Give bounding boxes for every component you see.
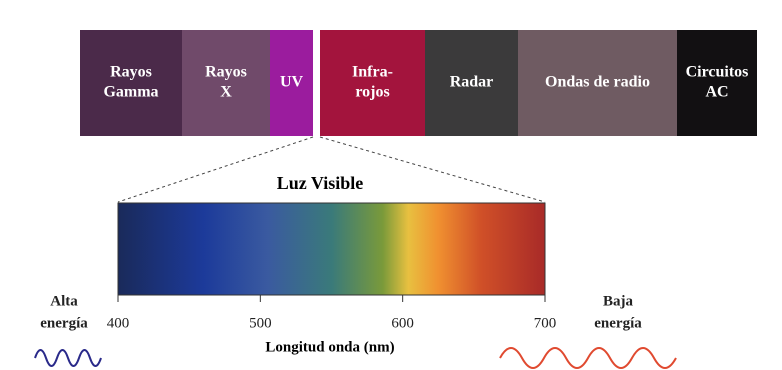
band-label: Gamma	[103, 84, 158, 101]
band-label: AC	[705, 84, 728, 101]
band-label: Rayos	[110, 64, 152, 81]
axis-label: Longitud onda (nm)	[265, 339, 394, 355]
long-wave	[500, 348, 676, 368]
energy-label: Baja	[603, 293, 634, 309]
band-label: Circuitos	[686, 64, 749, 81]
tick-label: 400	[107, 315, 130, 331]
tick-label: 500	[249, 315, 272, 331]
band-label: UV	[280, 74, 304, 91]
band-label: Rayos	[205, 64, 247, 81]
energy-label: Alta	[50, 293, 78, 309]
tick-label: 600	[391, 315, 414, 331]
band-label: X	[220, 84, 232, 101]
band-label: rojos	[355, 84, 389, 101]
spectrum-diagram: Luz Visible Longitud onda (nm) Rayos Gamm…	[0, 0, 782, 370]
band-label: Radar	[450, 74, 494, 91]
band-label: Infra-	[352, 64, 393, 81]
visible-spectrum	[118, 203, 545, 295]
energy-label: energía	[594, 315, 642, 331]
tick-label: 700	[534, 315, 557, 331]
band-label: Ondas de radio	[545, 74, 650, 91]
visible-title: Luz Visible	[277, 173, 364, 193]
energy-label: energía	[40, 315, 88, 331]
short-wave	[35, 350, 101, 366]
